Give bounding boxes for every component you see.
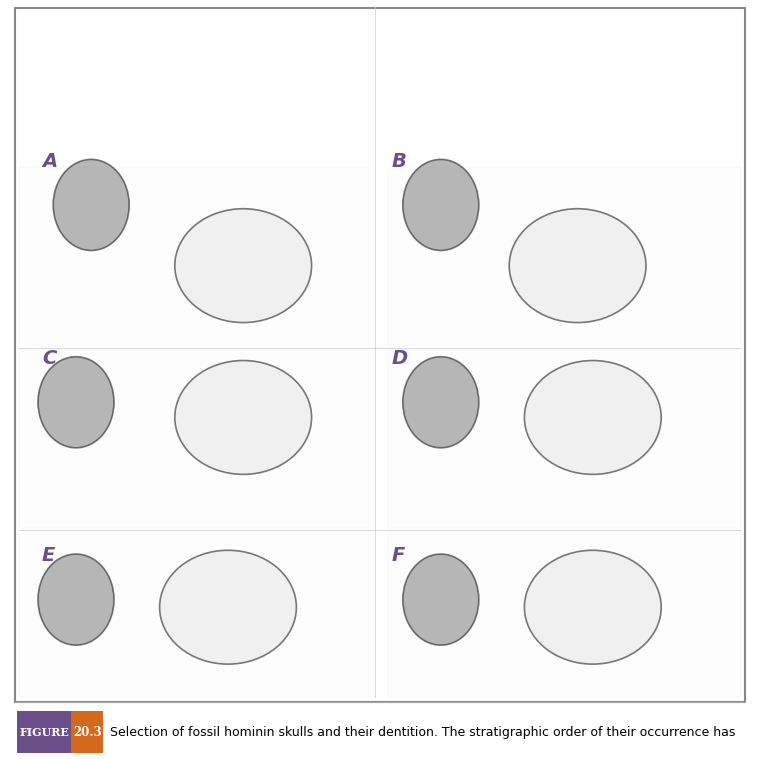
Bar [388,167,741,345]
Text: E: E [42,546,55,565]
Text: B: B [391,152,407,171]
Text: FIGURE: FIGURE [19,727,69,738]
Text: 20.3: 20.3 [73,726,102,739]
Bar [388,530,741,697]
Ellipse shape [160,550,296,664]
Ellipse shape [175,361,312,474]
Text: Selection of fossil hominin skulls and their dentition. The stratigraphic order : Selection of fossil hominin skulls and t… [110,726,736,739]
Text: A: A [42,152,57,171]
Text: F: F [391,546,405,565]
Ellipse shape [403,554,479,645]
Text: C: C [42,349,56,368]
Ellipse shape [524,550,661,664]
Ellipse shape [403,357,479,448]
Bar [71,711,103,753]
Ellipse shape [403,159,479,250]
Bar [19,349,369,528]
Ellipse shape [524,361,661,474]
Ellipse shape [509,209,646,323]
Bar [19,530,369,697]
Ellipse shape [38,357,114,448]
Bar [388,349,741,528]
Bar [17,711,71,753]
Ellipse shape [53,159,129,250]
Ellipse shape [38,554,114,645]
Bar [19,167,369,345]
Text: D: D [391,349,407,368]
Ellipse shape [175,209,312,323]
